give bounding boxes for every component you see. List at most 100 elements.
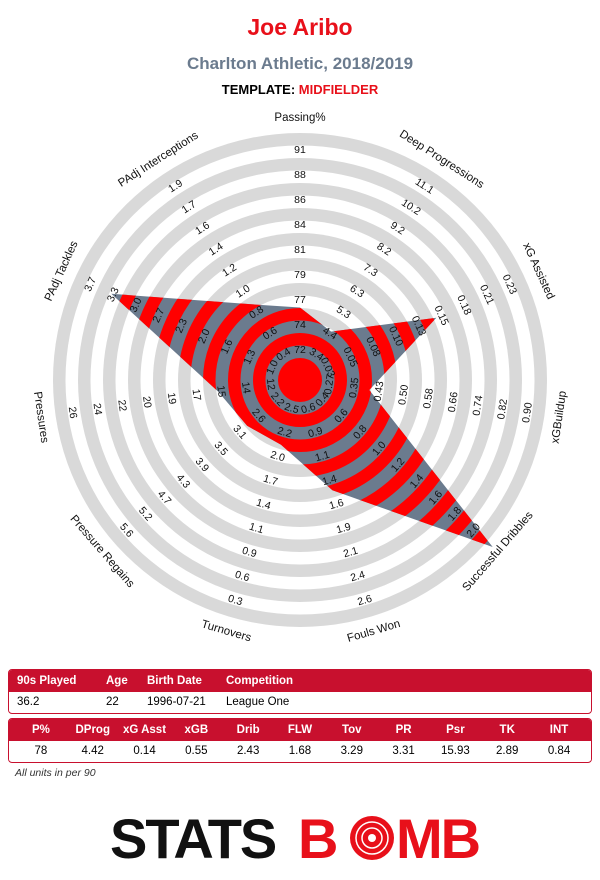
tick-3-1: 0.35 — [347, 377, 362, 399]
tick-0-5: 84 — [294, 219, 306, 231]
stats-table: P% DProg xG Asst xGB Drib FLW Tov PR Psr TK INT 78… — [8, 718, 592, 763]
tick-6-1: 2.2 — [276, 425, 294, 441]
info-table-row: 36.2 22 1996-07-21 League One — [9, 692, 591, 712]
tick-6-2: 2.0 — [269, 449, 287, 465]
metric-label-xgbuildup: xGBuildup — [550, 390, 569, 444]
stats-header-dprog: DProg — [75, 724, 110, 736]
tick-9-3: 2.0 — [196, 327, 213, 345]
tick-5-7: 2.4 — [349, 569, 367, 585]
stats-header-drib: Drib — [236, 724, 260, 736]
tick-8-6: 22 — [115, 399, 129, 412]
stats-header-p-: P% — [31, 724, 50, 736]
tick-3-0: 0.27 — [322, 373, 337, 395]
team-season: Charlton Athletic, 2018/2019 — [186, 54, 414, 73]
template-label: TEMPLATE: — [221, 82, 296, 97]
player-name: Joe Aribo — [247, 14, 353, 40]
stats-header-flw: FLW — [287, 724, 313, 736]
stats-value-xg-asst: 0.14 — [133, 745, 156, 757]
tick-8-2: 15 — [214, 385, 228, 398]
info-header-age: Age — [106, 675, 128, 687]
tick-9-1: 1.3 — [241, 348, 258, 366]
stats-value-pr: 3.31 — [392, 745, 415, 757]
tick-5-0: 0.6 — [300, 401, 318, 417]
tick-5-3: 1.4 — [321, 473, 339, 489]
tick-3-7: 0.82 — [495, 398, 510, 420]
metric-label-passing-: Passing% — [274, 112, 325, 124]
tick-3-5: 0.66 — [446, 391, 461, 413]
tick-0-3: 79 — [294, 269, 306, 281]
tick-0-4: 81 — [294, 244, 306, 256]
info-header-competition: Competition — [226, 675, 294, 687]
tick-8-1: 14 — [239, 381, 253, 394]
info-value-birth-date: 1996-07-21 — [147, 696, 206, 708]
tick-9-4: 2.3 — [173, 317, 190, 335]
tick-0-2: 77 — [294, 294, 306, 306]
tick-0-7: 88 — [294, 169, 306, 181]
info-table-header: 90s Played Age Birth Date Competition — [9, 670, 591, 692]
tick-6-8: 0.3 — [227, 593, 245, 609]
stats-value-drib: 2.43 — [236, 745, 260, 757]
tick-3-8: 0.90 — [520, 402, 535, 424]
stats-header-tov: Tov — [341, 724, 362, 736]
statsbomb-logo: STATS B MB — [110, 808, 481, 868]
stats-value-xgb: 0.55 — [185, 745, 208, 757]
tick-6-5: 1.1 — [248, 521, 266, 537]
tick-5-4: 1.6 — [328, 497, 346, 513]
tick-9-5: 2.7 — [150, 306, 167, 324]
stats-header-psr: Psr — [446, 724, 465, 736]
tick-8-7: 24 — [91, 403, 105, 416]
tick-3-3: 0.50 — [396, 384, 411, 406]
metric-label-turnovers: Turnovers — [200, 618, 253, 644]
svg-text:MB: MB — [396, 808, 479, 868]
tick-0-1: 74 — [294, 319, 306, 331]
stats-header-xgb: xGB — [184, 724, 209, 736]
info-header-birth-date: Birth Date — [147, 675, 202, 687]
stats-value-p-: 78 — [34, 745, 48, 757]
metric-label-pressures: Pressures — [31, 391, 50, 444]
stats-table-row: 78 4.42 0.14 0.55 2.43 1.68 3.29 3.31 15.93 2.89 0… — [9, 741, 591, 761]
stats-header-pr: PR — [395, 724, 412, 736]
radar-band-7 — [228, 308, 372, 452]
template-line: TEMPLATE: MIDFIELDER — [0, 82, 600, 97]
tick-8-4: 19 — [165, 392, 179, 405]
tick-3-2: 0.43 — [372, 380, 387, 402]
tick-3-6: 0.74 — [471, 394, 486, 416]
tick-0-8: 91 — [294, 144, 306, 156]
tick-0-0: 72 — [294, 344, 306, 356]
info-value-90s: 36.2 — [17, 696, 40, 708]
units-footnote: All units in per 90 — [15, 767, 96, 779]
tick-6-4: 1.4 — [255, 497, 273, 513]
svg-text:B: B — [298, 808, 336, 868]
tick-6-0: 2.5 — [283, 401, 301, 417]
tick-9-0: 1.0 — [264, 358, 281, 376]
tick-8-8: 26 — [66, 406, 80, 419]
tick-5-5: 1.9 — [335, 521, 353, 537]
tick-5-1: 0.9 — [307, 425, 325, 441]
svg-text:STATS: STATS — [110, 808, 276, 868]
tick-6-3: 1.7 — [262, 473, 280, 489]
info-header-90s: 90s Played — [17, 675, 77, 687]
tick-8-0: 12 — [264, 378, 278, 391]
tick-6-6: 0.9 — [241, 545, 259, 561]
stats-header-xg-asst: xG Asst — [123, 724, 167, 736]
tick-3-4: 0.58 — [421, 387, 436, 409]
stats-table-header: P% DProg xG Asst xGB Drib FLW Tov PR Psr TK INT — [9, 719, 591, 741]
metric-label-fouls-won: Fouls Won — [346, 618, 402, 645]
stats-value-tov: 3.29 — [340, 745, 363, 757]
info-value-age: 22 — [106, 696, 119, 708]
tick-9-6: 3.0 — [128, 296, 145, 314]
stats-value-tk: 2.89 — [496, 745, 519, 757]
info-table: 90s Played Age Birth Date Competition 36… — [8, 669, 592, 714]
radar-center-fill — [278, 358, 322, 402]
tick-9-8: 3.7 — [82, 275, 99, 293]
tick-6-7: 0.6 — [234, 569, 252, 585]
stats-value-flw: 1.68 — [288, 745, 312, 757]
stats-value-psr: 15.93 — [441, 745, 470, 757]
tick-5-8: 2.6 — [356, 593, 374, 609]
template-value: MIDFIELDER — [298, 82, 379, 97]
tick-8-3: 17 — [190, 388, 204, 401]
tick-0-6: 86 — [294, 194, 306, 206]
tick-5-2: 1.1 — [314, 449, 332, 465]
stats-value-dprog: 4.42 — [81, 745, 104, 757]
radar-band-8 — [253, 333, 347, 427]
